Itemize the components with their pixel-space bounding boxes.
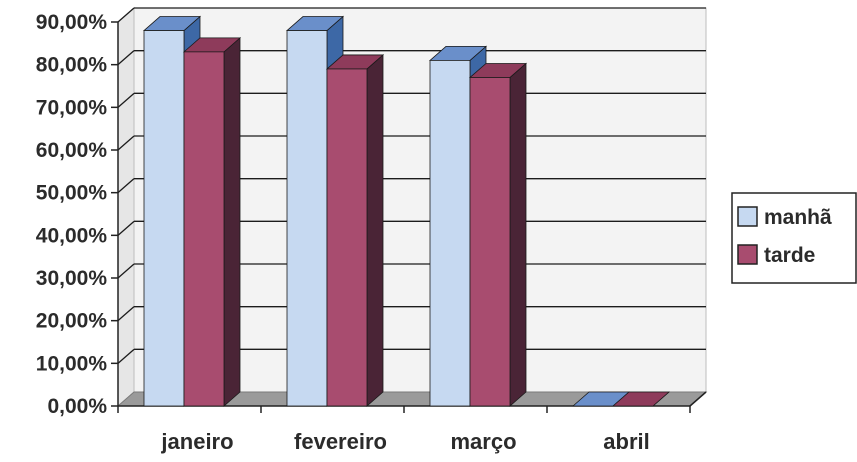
y-axis-tick-label: 60,00% — [36, 139, 108, 162]
y-axis-tick-label: 80,00% — [36, 54, 108, 77]
y-axis-tick-label: 70,00% — [36, 96, 108, 119]
bar-front-face — [469, 77, 511, 407]
bar-tarde — [611, 391, 671, 407]
legend-label: tarde — [764, 244, 815, 267]
x-axis-category-label: abril — [603, 429, 649, 454]
bar-side-face — [366, 54, 384, 407]
y-axis-tick-label: 90,00% — [36, 11, 108, 34]
gridline-side — [117, 220, 135, 236]
x-axis-category-label: fevereiro — [294, 429, 387, 454]
gridline-side — [117, 306, 135, 322]
legend-swatch — [737, 244, 758, 265]
y-axis-tick-label: 40,00% — [36, 224, 108, 247]
x-axis-category-labels: janeiro fevereiro março abril — [160, 429, 649, 454]
gridline-side — [117, 348, 135, 364]
bar-top-face — [611, 391, 671, 407]
y-axis-tick-label: 10,00% — [36, 352, 108, 375]
gridline-side — [117, 50, 135, 66]
bar-front-face — [286, 30, 328, 407]
bar-tarde — [468, 62, 528, 407]
y-axis-tick-label: 30,00% — [36, 267, 108, 290]
legend: manhã tarde — [731, 192, 857, 284]
bar-tarde — [325, 54, 385, 407]
gridline-side — [117, 135, 135, 151]
gridline-side — [117, 7, 135, 23]
bar-front-face — [326, 68, 368, 407]
bars — [142, 15, 671, 407]
gridline-side — [117, 178, 135, 194]
y-axis-tick-label: 50,00% — [36, 182, 108, 205]
y-axis-tick-labels: 0,00% 10,00% 20,00% 30,00% 40,00% 50,00% 60,00… — [36, 11, 108, 418]
legend-label: manhã — [764, 206, 832, 229]
side-wall — [117, 6, 135, 408]
y-axis-tick-label: 0,00% — [47, 395, 107, 418]
y-axis-tick-label: 20,00% — [36, 310, 108, 333]
x-axis-category-label: março — [450, 429, 516, 454]
bar-side-face — [509, 62, 527, 407]
bar-front-face — [429, 60, 471, 407]
x-axis-depth-line — [689, 391, 707, 407]
gridline-side — [117, 92, 135, 108]
gridline-side — [117, 263, 135, 279]
bar-front-face — [183, 51, 225, 407]
bar-side-face — [223, 36, 241, 407]
bar-tarde — [182, 36, 242, 407]
bar-front-face — [143, 30, 185, 407]
legend-swatch — [737, 206, 758, 227]
x-axis-category-label: janeiro — [160, 429, 233, 454]
